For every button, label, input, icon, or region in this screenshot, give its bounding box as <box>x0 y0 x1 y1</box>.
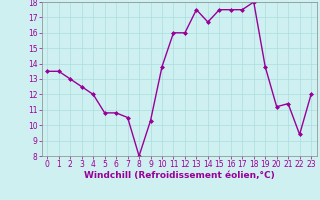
X-axis label: Windchill (Refroidissement éolien,°C): Windchill (Refroidissement éolien,°C) <box>84 171 275 180</box>
